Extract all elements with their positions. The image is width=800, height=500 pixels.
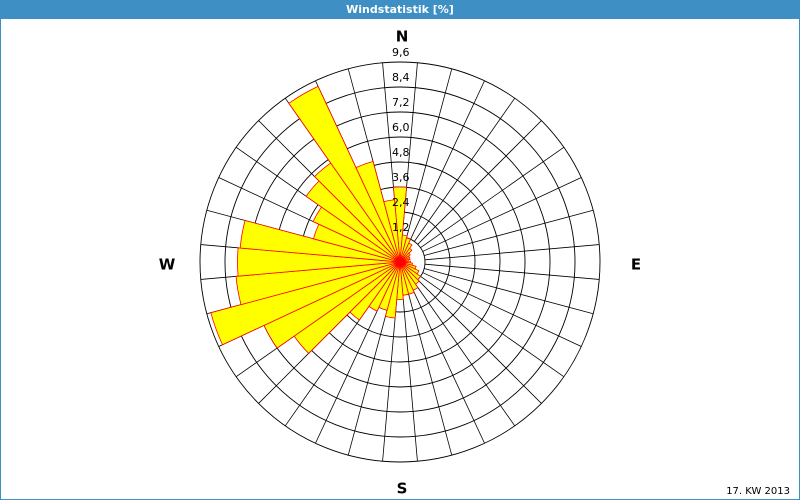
wind-sector [235, 261, 401, 306]
spoke [406, 286, 453, 456]
wind-sector [383, 199, 401, 263]
spoke [410, 284, 485, 444]
direction-label: W [159, 256, 176, 274]
ring [224, 86, 576, 438]
spoke [424, 268, 594, 315]
ring-label: 9,6 [392, 46, 410, 59]
spoke [410, 80, 485, 240]
title-bar [0, 0, 800, 19]
ring-label: 6,0 [392, 121, 410, 134]
spoke [417, 279, 542, 404]
spoke [420, 146, 565, 248]
spoke [420, 276, 565, 378]
wind-sector [355, 160, 401, 263]
ring-label: 2,4 [392, 196, 410, 209]
wind-sector [393, 186, 407, 263]
spoke [414, 97, 516, 242]
wind-sector [237, 247, 401, 277]
spoke [424, 263, 600, 280]
wind-sector [399, 257, 411, 263]
spoke [422, 272, 582, 347]
spoke [401, 286, 418, 462]
direction-label: S [397, 480, 408, 498]
ring-label: 3,6 [392, 171, 410, 184]
footnote: 17. KW 2013 [726, 486, 790, 497]
spoke [422, 177, 582, 252]
spoke [414, 282, 516, 427]
direction-label: N [396, 28, 409, 46]
ring [199, 61, 601, 463]
spoke [424, 209, 594, 256]
wind-sector [288, 85, 401, 263]
ring-label: 8,4 [392, 71, 410, 84]
spoke [406, 68, 453, 238]
chart-title: Windstatistik [%] [346, 3, 454, 16]
ring-label: 7,2 [392, 96, 410, 109]
direction-label: E [631, 256, 641, 274]
ring-label: 1,2 [392, 221, 410, 234]
spoke [424, 244, 600, 261]
wind-sector [210, 261, 401, 346]
spoke [417, 120, 542, 245]
ring-label: 4,8 [392, 146, 410, 159]
